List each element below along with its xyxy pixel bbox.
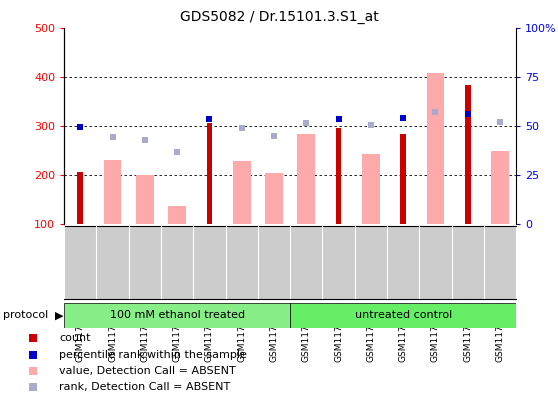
Text: value, Detection Call = ABSENT: value, Detection Call = ABSENT	[59, 366, 236, 376]
Bar	[206, 123, 213, 224]
Bar	[233, 161, 251, 224]
Text: rank, Detection Call = ABSENT: rank, Detection Call = ABSENT	[59, 382, 230, 392]
Bar	[400, 134, 406, 224]
Bar	[336, 128, 341, 224]
Bar	[78, 173, 83, 224]
Text: ▶: ▶	[55, 310, 63, 320]
Bar	[426, 73, 444, 224]
Bar	[104, 160, 122, 224]
Bar	[64, 303, 290, 328]
Bar	[297, 134, 315, 224]
Text: protocol: protocol	[3, 310, 48, 320]
Bar	[169, 206, 186, 224]
Bar	[465, 86, 470, 224]
Text: 100 mM ethanol treated: 100 mM ethanol treated	[109, 310, 245, 320]
Bar	[290, 303, 516, 328]
Text: untreated control: untreated control	[354, 310, 452, 320]
Bar	[136, 175, 154, 224]
Text: count: count	[59, 333, 91, 343]
Bar	[362, 154, 380, 224]
Bar	[265, 173, 283, 224]
Text: GDS5082 / Dr.15101.3.S1_at: GDS5082 / Dr.15101.3.S1_at	[180, 10, 378, 24]
Bar	[491, 151, 509, 224]
Text: percentile rank within the sample: percentile rank within the sample	[59, 350, 247, 360]
